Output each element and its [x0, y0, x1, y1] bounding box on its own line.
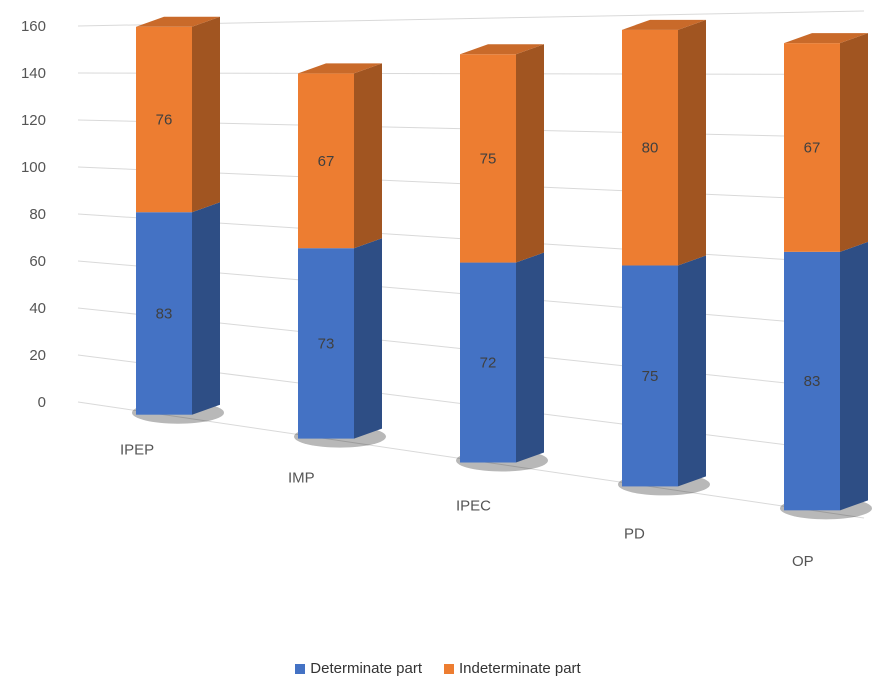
data-label: 83: [804, 373, 821, 390]
bar-imp-determinate: [298, 248, 354, 439]
bar-ipec-indeterminate-side: [516, 44, 544, 263]
data-label: 67: [804, 139, 821, 156]
bar-group-pd: 75 80: [618, 19, 710, 496]
bar-pd-indeterminate-top: [622, 19, 706, 30]
bar-ipec-determinate-side: [516, 252, 544, 463]
bar-imp-determinate-side: [354, 238, 382, 439]
bar-ipec-indeterminate: [460, 54, 516, 263]
legend: Determinate part Indeterminate part: [0, 660, 876, 677]
bar-ipec-indeterminate-top: [460, 44, 544, 55]
legend-item-indeterminate: Indeterminate part: [443, 660, 581, 677]
bar-imp-indeterminate: [298, 73, 354, 249]
bar-pd-indeterminate: [622, 29, 678, 266]
x-tick-label: PD: [624, 525, 645, 542]
bar-ipec-determinate: [460, 262, 516, 463]
x-tick-label: IPEC: [456, 497, 491, 514]
bar-group-imp: 73 67: [294, 63, 386, 448]
y-tick-label: 20: [29, 347, 46, 364]
x-tick-label: IPEP: [120, 442, 154, 459]
bar-imp-indeterminate-top: [298, 63, 382, 74]
y-tick-label: 140: [21, 65, 46, 82]
x-tick-label: OP: [792, 553, 814, 570]
bar-group-ipep: 83 76: [132, 16, 224, 424]
x-axis-ticks: IPEP IMP IPEC PD OP: [120, 442, 814, 571]
data-label: 75: [642, 368, 659, 385]
bar-op-determinate-side: [840, 241, 868, 511]
bar-group-op: 83 67: [780, 33, 872, 520]
bar-pd-indeterminate-side: [678, 19, 706, 266]
data-label: 73: [318, 335, 335, 352]
data-label: 76: [156, 112, 173, 129]
legend-label-determinate: Determinate part: [310, 660, 422, 677]
data-label: 83: [156, 305, 173, 322]
bars: 83 76 73 67 72 75 75 80 83 67: [132, 16, 872, 520]
bar-ipep-indeterminate-top: [136, 16, 220, 27]
bar-pd-determinate: [622, 265, 678, 487]
legend-swatch-determinate: [295, 663, 306, 674]
legend-swatch-indeterminate: [443, 663, 454, 674]
y-tick-label: 160: [21, 18, 46, 35]
data-label: 72: [480, 355, 497, 372]
bar-op-indeterminate-side: [840, 33, 868, 252]
bar-op-indeterminate: [784, 43, 840, 252]
x-tick-label: IMP: [288, 469, 315, 486]
y-tick-label: 80: [29, 206, 46, 223]
legend-item-determinate: Determinate part: [295, 660, 422, 677]
bar-pd-determinate-side: [678, 255, 706, 487]
bar-ipep-determinate: [136, 212, 192, 415]
bar-ipep-indeterminate: [136, 26, 192, 213]
data-label: 67: [318, 153, 335, 170]
bar-group-ipec: 72 75: [456, 44, 548, 472]
bar-ipep-determinate-side: [192, 202, 220, 415]
y-tick-label: 40: [29, 300, 46, 317]
legend-label-indeterminate: Indeterminate part: [458, 660, 581, 677]
bar-ipep-indeterminate-side: [192, 16, 220, 213]
bar-op-indeterminate-top: [784, 33, 868, 44]
data-label: 75: [480, 150, 497, 167]
bar-op-determinate: [784, 251, 840, 511]
y-tick-label: 120: [21, 112, 46, 129]
bar-imp-indeterminate-side: [354, 63, 382, 249]
y-tick-label: 60: [29, 253, 46, 270]
y-tick-label: 100: [21, 159, 46, 176]
y-axis-ticks: 0 20 40 60 80 100 120 140 160: [21, 18, 46, 411]
data-label: 80: [642, 140, 659, 157]
y-tick-label: 0: [38, 394, 46, 411]
